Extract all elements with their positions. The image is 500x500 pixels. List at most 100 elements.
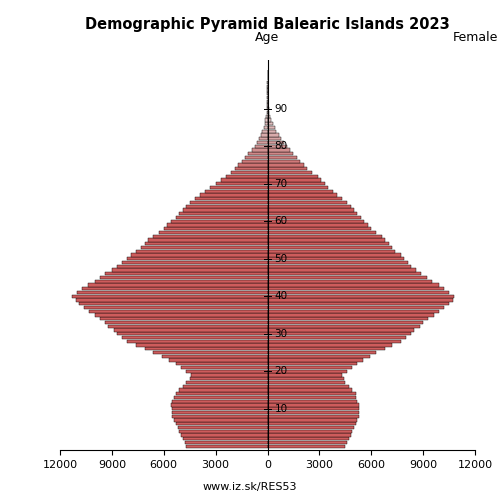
Bar <box>210 186 268 189</box>
Bar <box>266 114 268 118</box>
Bar <box>200 194 268 196</box>
Bar <box>180 212 268 216</box>
Bar <box>268 144 286 148</box>
Bar <box>169 358 268 362</box>
Title: Demographic Pyramid Balearic Islands 2023: Demographic Pyramid Balearic Islands 202… <box>85 18 450 32</box>
Bar <box>268 332 411 336</box>
Bar <box>268 208 354 212</box>
Bar <box>190 201 268 204</box>
Bar <box>259 137 268 140</box>
Bar <box>268 204 350 208</box>
Bar <box>136 344 268 346</box>
Bar <box>268 118 272 122</box>
Bar <box>268 336 406 339</box>
Bar <box>183 437 268 440</box>
Bar <box>268 238 385 242</box>
Bar <box>268 111 270 114</box>
Bar <box>172 411 268 414</box>
Bar <box>268 411 359 414</box>
Bar <box>221 178 268 182</box>
Bar <box>268 351 376 354</box>
Bar <box>268 314 434 316</box>
Bar <box>268 134 278 136</box>
Bar <box>79 302 268 306</box>
Bar <box>268 384 349 388</box>
Bar <box>268 426 354 429</box>
Bar <box>268 370 347 373</box>
Bar <box>174 418 268 422</box>
Bar <box>268 126 274 129</box>
Bar <box>122 261 268 264</box>
Bar <box>268 280 432 283</box>
Bar <box>128 257 268 260</box>
Text: Female: Female <box>452 32 498 44</box>
Bar <box>268 264 411 268</box>
Bar <box>268 148 290 152</box>
Bar <box>262 130 268 133</box>
Bar <box>264 122 268 126</box>
Bar <box>268 246 392 249</box>
Bar <box>268 216 361 219</box>
Bar <box>268 347 385 350</box>
Bar <box>186 381 268 384</box>
Bar <box>268 160 300 163</box>
Bar <box>264 126 268 129</box>
Bar <box>176 362 268 366</box>
Bar <box>72 294 268 298</box>
Bar <box>268 182 324 186</box>
Bar <box>268 404 359 406</box>
Bar <box>172 407 268 410</box>
Text: 30: 30 <box>274 329 287 339</box>
Bar <box>266 118 268 122</box>
Bar <box>268 190 333 193</box>
Bar <box>268 242 388 246</box>
Bar <box>206 190 268 193</box>
Bar <box>216 182 268 186</box>
Bar <box>268 171 312 174</box>
Bar <box>268 268 416 272</box>
Bar <box>183 208 268 212</box>
Bar <box>144 242 268 246</box>
Bar <box>268 328 414 332</box>
Bar <box>158 231 268 234</box>
Bar <box>82 287 268 290</box>
Bar <box>105 321 268 324</box>
Bar <box>195 197 268 200</box>
Bar <box>268 306 444 309</box>
Bar <box>245 156 268 159</box>
Text: 50: 50 <box>274 254 287 264</box>
Bar <box>178 426 268 429</box>
Bar <box>268 186 328 189</box>
Text: 60: 60 <box>274 216 287 226</box>
Bar <box>268 261 408 264</box>
Bar <box>180 430 268 433</box>
Bar <box>176 392 268 396</box>
Bar <box>142 246 268 249</box>
Bar <box>268 224 368 226</box>
Bar <box>105 272 268 276</box>
Bar <box>268 441 347 444</box>
Bar <box>268 444 345 448</box>
Bar <box>94 314 268 316</box>
Bar <box>268 374 342 376</box>
Bar <box>268 388 352 392</box>
Bar <box>268 231 376 234</box>
Text: 40: 40 <box>274 291 287 301</box>
Bar <box>88 284 268 286</box>
Bar <box>234 167 268 170</box>
Bar <box>268 250 396 253</box>
Bar <box>268 167 308 170</box>
Bar <box>154 351 268 354</box>
Bar <box>226 174 268 178</box>
Bar <box>268 141 284 144</box>
Bar <box>131 254 268 256</box>
Bar <box>100 317 268 320</box>
Bar <box>268 284 438 286</box>
Bar <box>268 317 428 320</box>
Bar <box>268 276 426 279</box>
Bar <box>181 434 268 436</box>
Bar <box>170 404 268 406</box>
Bar <box>144 347 268 350</box>
Bar <box>261 134 268 136</box>
Bar <box>268 396 356 399</box>
